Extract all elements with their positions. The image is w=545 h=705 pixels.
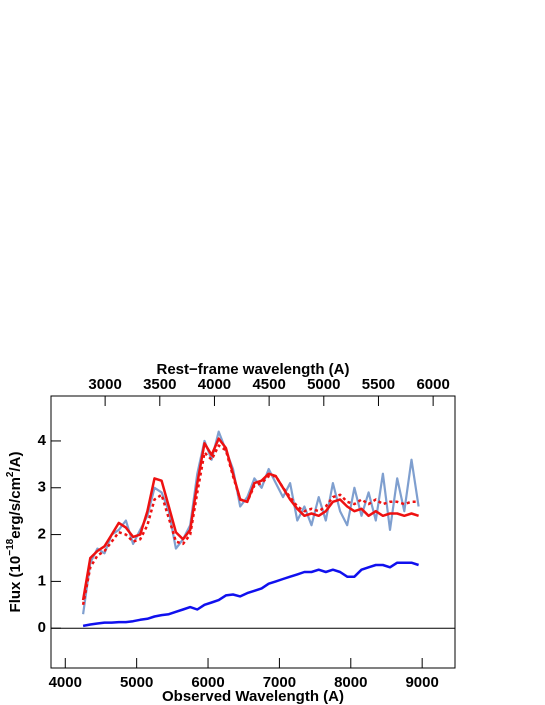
x-tick-label: 4000 xyxy=(49,674,82,691)
x2-axis-label: Rest−frame wavelength (A) xyxy=(157,361,350,378)
x2-tick-label: 5000 xyxy=(307,376,340,393)
y-tick-label: 4 xyxy=(38,432,47,449)
x2-tick-label: 4000 xyxy=(198,376,231,393)
y-tick-label: 0 xyxy=(38,619,46,636)
y-tick-label: 2 xyxy=(38,526,46,543)
y-axis-label: Flux (10−18erg/s/cm2/A) xyxy=(5,452,24,613)
y-label-sup: −18 xyxy=(5,538,16,555)
y-label-part: /A) xyxy=(7,452,24,472)
x-tick-label: 6000 xyxy=(191,674,224,691)
x-tick-label: 5000 xyxy=(120,674,153,691)
series-line xyxy=(81,444,419,606)
x-tick-label: 9000 xyxy=(405,674,438,691)
x2-tick-label: 3500 xyxy=(143,376,176,393)
y-label-part: Flux (10 xyxy=(7,556,24,613)
x2-tick-label: 5500 xyxy=(362,376,395,393)
series-line xyxy=(82,430,420,615)
y-tick-label: 3 xyxy=(38,479,46,496)
series-line xyxy=(82,561,419,628)
series-line xyxy=(81,437,419,601)
y-label-sup: 2 xyxy=(5,471,16,477)
x2-tick-label: 3000 xyxy=(88,376,121,393)
y-tick-label: 1 xyxy=(38,572,46,589)
plot-frame xyxy=(50,395,456,669)
x-tick-label: 7000 xyxy=(263,674,296,691)
x2-tick-label: 6000 xyxy=(416,376,449,393)
x2-tick-label: 4500 xyxy=(252,376,285,393)
y-label-part: erg/s/cm xyxy=(7,477,24,539)
x-tick-label: 8000 xyxy=(334,674,367,691)
x-axis-label: Observed Wavelength (A) xyxy=(162,688,344,705)
